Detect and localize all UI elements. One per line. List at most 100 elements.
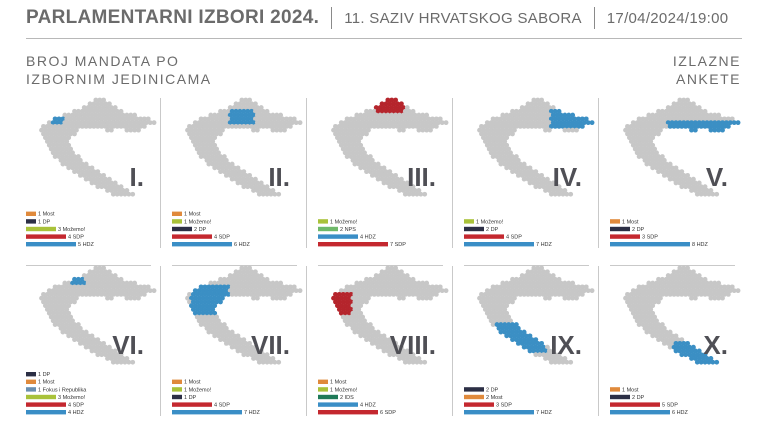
- seat-bar-label: 3 Možemo!: [58, 227, 86, 233]
- map-dot: [548, 284, 554, 290]
- map-dot: [424, 112, 430, 118]
- map-dot: [391, 116, 397, 122]
- map-dot: [566, 127, 572, 133]
- map-dot-highlight: [720, 120, 725, 126]
- map-dot: [696, 180, 702, 186]
- map-dot: [504, 120, 510, 126]
- seat-bar-label: 4 HDZ: [68, 410, 85, 416]
- map-dot-highlight: [331, 295, 336, 301]
- map-dot: [568, 191, 574, 197]
- map-dot: [510, 154, 515, 159]
- seat-bar-label: 1 Možemo!: [184, 387, 212, 393]
- map-dot: [560, 191, 566, 197]
- map-dot: [229, 329, 235, 335]
- map-dot: [56, 307, 62, 312]
- map-dot-highlight: [504, 333, 510, 339]
- map-dot: [685, 273, 691, 278]
- map-dot-highlight: [333, 291, 338, 297]
- map-dot: [278, 280, 284, 286]
- map-dot: [698, 116, 704, 122]
- map-dot: [529, 269, 535, 275]
- map-dot-highlight: [346, 295, 352, 301]
- map-dot: [681, 172, 687, 178]
- map-dot: [243, 265, 249, 271]
- map-dot: [107, 344, 112, 350]
- map-dot: [718, 291, 723, 297]
- map-dot: [52, 314, 58, 320]
- map-dot: [70, 333, 75, 339]
- map-dot: [646, 157, 652, 163]
- map-dot: [221, 123, 227, 129]
- map-dot: [648, 314, 654, 320]
- map-dot-highlight: [227, 120, 233, 126]
- map-dot: [543, 112, 548, 118]
- map-dot-highlight: [548, 123, 554, 129]
- map-dot: [661, 120, 667, 126]
- seat-bar-label: 7 SDP: [390, 242, 406, 248]
- map-dot: [659, 116, 665, 122]
- map-dot-highlight: [685, 340, 691, 346]
- map-dot: [414, 191, 420, 197]
- map-dot: [545, 123, 550, 129]
- map-dot: [254, 188, 260, 193]
- map-dot: [99, 291, 105, 297]
- map-dot: [249, 291, 254, 297]
- map-dot: [581, 288, 587, 294]
- map-dot: [383, 284, 389, 290]
- map-dot: [679, 101, 685, 107]
- map-dot: [136, 120, 141, 126]
- map-dot-highlight: [206, 307, 212, 312]
- map-dot: [262, 356, 268, 361]
- map-dot: [490, 116, 496, 122]
- map-dot: [64, 329, 70, 335]
- map-dot-highlight: [336, 291, 342, 297]
- map-dot-highlight: [671, 123, 677, 129]
- map-dot: [650, 303, 656, 309]
- map-dot: [249, 176, 254, 182]
- map-dot: [97, 273, 103, 278]
- map-dot: [531, 120, 537, 126]
- map-dot: [539, 112, 545, 118]
- map-dot-highlight: [204, 288, 210, 294]
- map-dot: [41, 131, 46, 137]
- map-dot: [683, 284, 689, 290]
- map-dot: [638, 318, 644, 324]
- map-dot: [502, 116, 508, 122]
- map-dot: [79, 108, 85, 114]
- map-dot: [52, 291, 58, 297]
- map-dot: [371, 329, 377, 335]
- map-dot: [710, 284, 716, 290]
- map-dot: [632, 291, 638, 297]
- map-dot: [210, 329, 216, 335]
- map-dot: [196, 120, 202, 126]
- map-dot: [138, 284, 143, 290]
- map-dot: [204, 127, 210, 133]
- map-dot: [243, 105, 249, 110]
- map-dot: [543, 127, 548, 133]
- map-dot: [558, 188, 564, 193]
- map-dot: [254, 295, 260, 301]
- map-dot-highlight: [377, 105, 383, 110]
- map-dot: [130, 284, 136, 290]
- map-dot: [656, 123, 661, 129]
- page-title: PARLAMENTARNI IZBORI 2024.: [26, 7, 320, 28]
- map-dot: [62, 135, 68, 141]
- map-dot: [358, 142, 364, 148]
- map-dot-highlight: [712, 127, 718, 133]
- map-dot: [352, 314, 358, 320]
- map-dot: [237, 276, 243, 282]
- map-dot-highlight: [681, 348, 687, 354]
- map-dot: [541, 101, 546, 107]
- map-dot: [477, 295, 482, 301]
- map-dot: [502, 161, 508, 167]
- map-dot: [541, 352, 546, 358]
- seat-bar-label: 1 Možemo!: [330, 219, 358, 225]
- map-dot-highlight: [212, 303, 218, 309]
- map-dot: [352, 322, 358, 327]
- map-dot: [393, 172, 399, 178]
- seat-bar-label: 2 Most: [486, 395, 503, 401]
- map-dot: [64, 299, 70, 305]
- seat-bar: [464, 387, 484, 392]
- map-dot: [220, 120, 225, 126]
- map-dot: [74, 112, 79, 118]
